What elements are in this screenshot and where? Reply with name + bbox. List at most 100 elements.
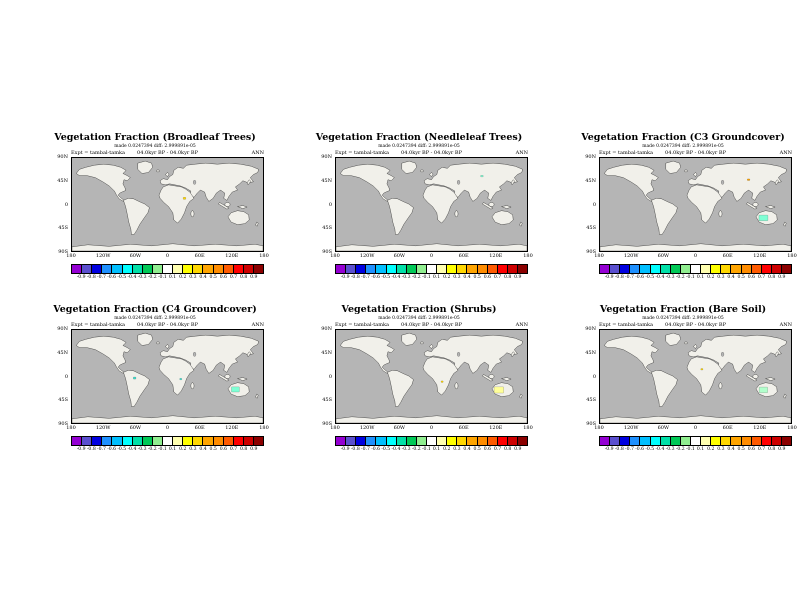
colorbar-tick-label: 0.5 xyxy=(473,275,481,280)
colorbar-tick-label: -0.7 xyxy=(361,275,370,280)
lon-tick-label: 180 xyxy=(330,253,340,259)
anomaly-patch xyxy=(179,378,182,380)
anomaly-patch xyxy=(480,175,484,177)
lon-tick-label: 120W xyxy=(95,253,111,259)
colorbar xyxy=(599,436,792,446)
colorbar-tick-label: -0.1 xyxy=(421,447,431,452)
panels-grid: Vegetation Fraction (Broadleaf Trees) ma… xyxy=(46,132,797,454)
colorbar-cell xyxy=(600,437,611,445)
colorbar-cell xyxy=(650,437,661,445)
map-row: 90N 45N 0 45S 90S xyxy=(310,154,528,255)
anomaly-patches xyxy=(747,178,769,221)
colorbar-cell xyxy=(376,437,387,445)
colorbar-cell xyxy=(487,265,498,273)
panel-experiment-label: Expt = tambal-tamka xyxy=(599,150,653,156)
colorbar-labels: -0.9 -0.8 -0.7 -0.6 -0.5 -0.4 -0.3 -0.2 -0.1 0.1 0… xyxy=(599,447,792,454)
colorbar-cell xyxy=(457,265,468,273)
lon-axis: 180 120W 60W 0 60E 120E 180 xyxy=(66,252,269,261)
world-map xyxy=(335,329,528,424)
lon-tick-label: 60W xyxy=(657,425,670,431)
colorbar-cell xyxy=(670,265,681,273)
world-landmass xyxy=(72,330,263,423)
colorbar-cell xyxy=(203,265,214,273)
panel-annotations: Expt = tambal-tamka 04.0kyr BP - 04.0kyr… xyxy=(71,322,264,329)
colorbar-cell xyxy=(346,437,357,445)
lon-tick-label: 180 xyxy=(787,253,797,259)
lat-tick-label: 90N xyxy=(585,154,596,160)
colorbar-wrap: -0.9 -0.8 -0.7 -0.6 -0.5 -0.4 -0.3 -0.2 -0.1 0.1 0… xyxy=(599,264,792,282)
colorbar-cell xyxy=(771,437,782,445)
colorbar-tick-label: 0.8 xyxy=(768,447,776,452)
world-landmass xyxy=(336,330,527,423)
colorbar-tick-label: -0.7 xyxy=(625,275,634,280)
lat-axis: 90N 45N 0 45S 90S xyxy=(46,326,71,427)
colorbar-tick-label: 0.7 xyxy=(757,447,766,452)
lon-tick-label: 60W xyxy=(393,253,406,259)
colorbar-tick-label: -0.3 xyxy=(137,275,147,280)
colorbar-cell xyxy=(173,437,184,445)
colorbar-tick-label: -0.9 xyxy=(604,275,614,280)
colorbar-cell xyxy=(406,265,417,273)
colorbar-cell xyxy=(213,437,224,445)
colorbar-cell xyxy=(356,437,367,445)
colorbar-tick-label: -0.7 xyxy=(361,447,370,452)
colorbar-cell xyxy=(112,265,123,273)
lat-tick-label: 0 xyxy=(592,373,596,380)
colorbar-tick-label: 0.8 xyxy=(768,275,776,280)
colorbar-cell xyxy=(82,265,93,273)
panel-stats: made 0.0247394 diff: 2.999891e-05 xyxy=(114,144,196,149)
panel-stats: made 0.0247394 diff: 2.999891e-05 xyxy=(642,144,724,149)
colorbar-tick-label: -0.3 xyxy=(665,275,675,280)
colorbar-cell xyxy=(203,437,214,445)
colorbar-cell xyxy=(92,437,103,445)
world-landmass xyxy=(600,330,791,423)
colorbar-cell xyxy=(630,265,641,273)
colorbar-cell xyxy=(102,437,113,445)
lat-tick-label: 45N xyxy=(321,349,332,356)
colorbar-cell xyxy=(142,437,153,445)
panel-annotations: Expt = tambal-tamka 04.0kyr BP - 04.0kyr… xyxy=(599,150,792,157)
colorbar-cell xyxy=(721,437,732,445)
lon-tick-label: 60W xyxy=(129,253,142,259)
colorbar-tick-label: -0.9 xyxy=(340,275,350,280)
lon-tick-label: 120W xyxy=(359,425,375,431)
colorbar-cell xyxy=(437,265,448,273)
colorbar-cell xyxy=(751,265,762,273)
lon-tick-label: 0 xyxy=(693,253,698,259)
colorbar-cell xyxy=(680,437,691,445)
anomaly-patch xyxy=(494,386,504,394)
colorbar-cell xyxy=(72,265,83,273)
colorbar-cell xyxy=(386,437,397,445)
colorbar-tick-label: -0.4 xyxy=(127,447,137,452)
colorbar-cell xyxy=(132,437,143,445)
lon-tick-label: 60E xyxy=(722,253,733,259)
colorbar-tick-label: 0.3 xyxy=(189,275,197,280)
colorbar-tick-label: -0.4 xyxy=(127,275,137,280)
colorbar-tick-label: -0.5 xyxy=(117,275,127,280)
colorbar-cell xyxy=(610,437,621,445)
colorbar-cell xyxy=(721,265,732,273)
colorbar-tick-label: -0.6 xyxy=(635,447,645,452)
world-map-svg xyxy=(72,158,263,251)
lon-tick-label: 60E xyxy=(458,253,469,259)
lat-tick-label: 45S xyxy=(58,397,68,404)
anomaly-patches xyxy=(183,197,186,200)
panel-title: Vegetation Fraction (C3 Groundcover) xyxy=(581,132,785,143)
colorbar-cell xyxy=(731,265,742,273)
map-row: 90N 45N 0 45S 90S xyxy=(574,154,792,255)
colorbar-cell xyxy=(680,265,691,273)
colorbar-tick-label: -0.9 xyxy=(76,447,86,452)
colorbar-cell xyxy=(701,265,712,273)
anomaly-patch xyxy=(183,197,186,200)
colorbar-cell xyxy=(620,437,631,445)
anomaly-patch xyxy=(440,380,444,383)
panel-period-label: 04.0kyr BP - 04.0kyr BP xyxy=(401,150,462,156)
world-map-svg xyxy=(72,330,263,423)
lat-tick-label: 90N xyxy=(57,154,68,160)
colorbar-wrap: -0.9 -0.8 -0.7 -0.6 -0.5 -0.4 -0.3 -0.2 -0.1 0.1 0… xyxy=(599,436,792,454)
colorbar-cell xyxy=(112,437,123,445)
colorbar-tick-label: -0.3 xyxy=(665,447,675,452)
colorbar-cell xyxy=(447,437,458,445)
colorbar-tick-label: -0.2 xyxy=(147,275,157,280)
panel-title: Vegetation Fraction (Needleleaf Trees) xyxy=(315,132,523,143)
